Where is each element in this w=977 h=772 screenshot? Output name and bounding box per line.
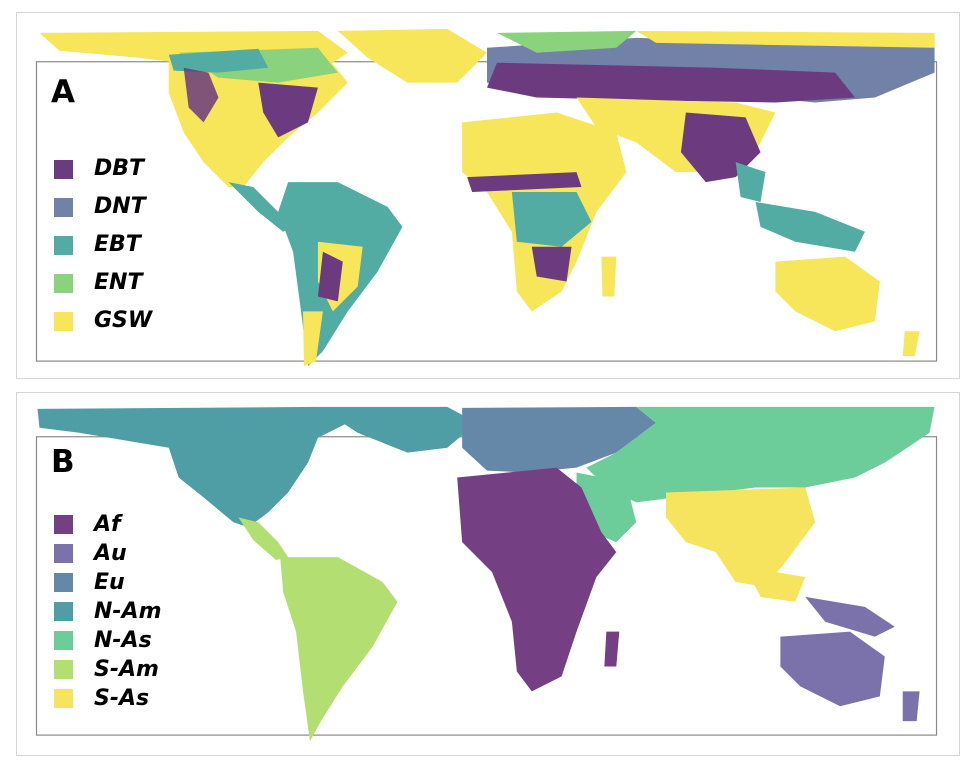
legend-item: N-As [54, 626, 162, 655]
legend-swatch [54, 660, 73, 679]
legend-label: Au [94, 540, 127, 566]
legend-item: Eu [54, 568, 162, 597]
legend-label: N-As [94, 627, 152, 653]
continents-regions [37, 406, 935, 742]
legend-item: Af [54, 510, 162, 539]
legend-item: ENT [54, 264, 152, 302]
legend-swatch [54, 311, 73, 331]
panel-b-letter: B [51, 444, 75, 480]
legend-item: GSW [54, 302, 152, 340]
legend-label: Af [94, 511, 121, 537]
panel-a-vegetation-map: A DBT DNT EBT ENT GSW [16, 12, 960, 379]
legend-item: S-Am [54, 655, 162, 684]
legend-item: DNT [54, 188, 152, 226]
legend-label: S-Am [94, 656, 159, 682]
legend-swatch [54, 515, 73, 534]
legend-item: Au [54, 539, 162, 568]
legend-regions: Af Au Eu N-Am N-As S-Am S-As [54, 510, 162, 713]
world-map-vegetation [35, 28, 938, 367]
legend-item: S-As [54, 684, 162, 713]
legend-label: DNT [94, 194, 146, 219]
legend-swatch [54, 573, 73, 592]
legend-swatch [54, 235, 73, 255]
legend-swatch [54, 544, 73, 563]
legend-vegetation: DBT DNT EBT ENT GSW [54, 150, 152, 340]
continents-vegetation [39, 28, 935, 367]
legend-label: N-Am [94, 598, 162, 624]
legend-label: ENT [94, 270, 143, 295]
legend-item: DBT [54, 150, 152, 188]
legend-swatch [54, 273, 73, 293]
map-frame [35, 61, 938, 362]
legend-swatch [54, 602, 73, 621]
world-map-regions [35, 406, 938, 742]
legend-label: GSW [94, 308, 153, 333]
legend-swatch [54, 159, 73, 179]
legend-item: N-Am [54, 597, 162, 626]
legend-swatch [54, 631, 73, 650]
legend-item: EBT [54, 226, 152, 264]
legend-label: DBT [94, 156, 145, 181]
panel-a-letter: A [51, 74, 75, 110]
legend-swatch [54, 197, 73, 217]
legend-label: Eu [94, 569, 125, 595]
legend-label: EBT [94, 232, 141, 257]
legend-swatch [54, 689, 73, 708]
panel-b-region-map: B Af Au Eu N-Am N-As S-Am S-As [16, 392, 960, 756]
legend-label: S-As [94, 685, 150, 711]
